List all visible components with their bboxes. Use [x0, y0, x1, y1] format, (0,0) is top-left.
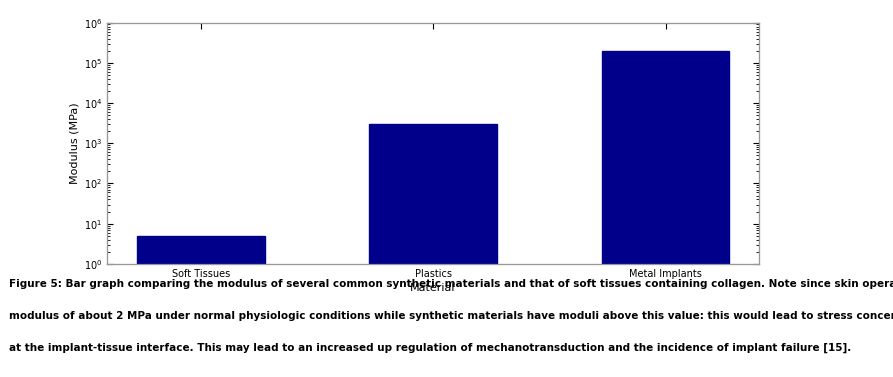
Bar — [137, 236, 264, 377]
Bar — [369, 124, 497, 377]
Text: Figure 5: Bar graph comparing the modulus of several common synthetic materials : Figure 5: Bar graph comparing the modulu… — [9, 279, 893, 289]
X-axis label: Material: Material — [411, 283, 455, 293]
Bar — [602, 51, 730, 377]
Y-axis label: Modulus (MPa): Modulus (MPa) — [70, 103, 79, 184]
Text: modulus of about 2 MPa under normal physiologic conditions while synthetic mater: modulus of about 2 MPa under normal phys… — [9, 311, 893, 321]
Text: at the implant-tissue interface. This may lead to an increased up regulation of : at the implant-tissue interface. This ma… — [9, 343, 851, 353]
